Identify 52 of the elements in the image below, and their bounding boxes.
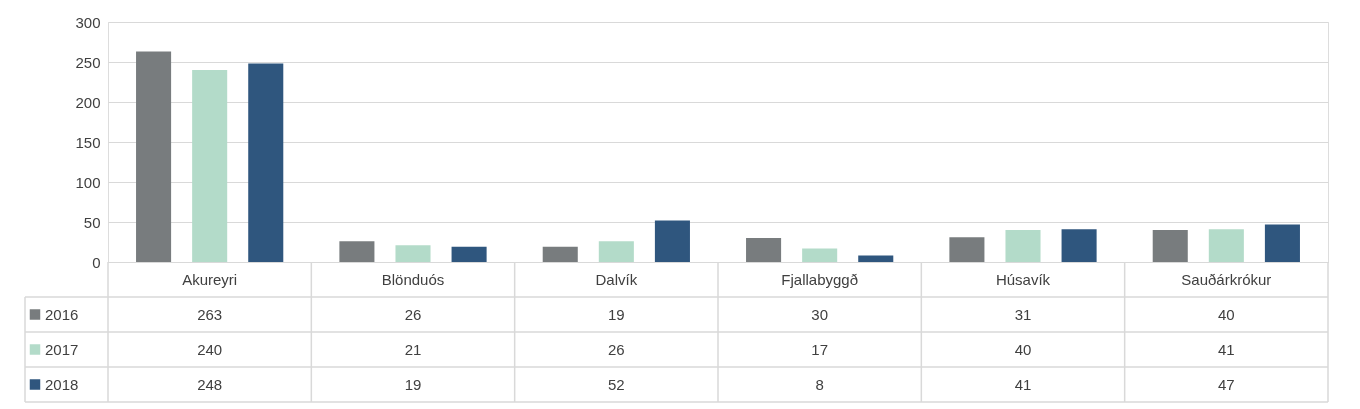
data-label: 52 [607, 375, 625, 393]
bar [1152, 230, 1188, 262]
bar [746, 238, 782, 262]
x-tick-label: Fjallabyggð [781, 270, 859, 288]
x-tick-label: Dalvík [595, 270, 638, 288]
data-label: 19 [404, 375, 422, 393]
legend-label: 2018 [45, 375, 79, 393]
data-label: 240 [197, 340, 223, 358]
legend-label: 2017 [45, 340, 79, 358]
bar [542, 246, 578, 262]
bar [395, 245, 431, 262]
data-label: 30 [811, 305, 829, 323]
bar [248, 63, 284, 262]
bar [802, 248, 838, 262]
data-label: 47 [1217, 375, 1235, 393]
data-label: 41 [1217, 340, 1235, 358]
data-label: 17 [811, 340, 829, 358]
data-label: 41 [1014, 375, 1032, 393]
data-label: 248 [197, 375, 223, 393]
data-label: 26 [404, 305, 422, 323]
data-label: 19 [607, 305, 625, 323]
bar [654, 220, 690, 262]
bar [1061, 229, 1097, 262]
bar [1208, 229, 1244, 262]
data-label: 263 [197, 305, 223, 323]
x-tick-label: Húsavík [995, 270, 1051, 288]
y-tick-label: 100 [75, 173, 101, 191]
y-tick-label: 0 [92, 253, 101, 271]
y-tick-label: 150 [75, 133, 101, 151]
data-label: 31 [1014, 305, 1032, 323]
bar [192, 70, 228, 262]
data-label: 21 [404, 340, 422, 358]
y-tick-label: 300 [75, 13, 101, 31]
bar [598, 241, 634, 262]
legend-label: 2016 [45, 305, 79, 323]
bar [339, 241, 375, 262]
bar [1005, 230, 1041, 262]
bar [858, 255, 894, 262]
bar [949, 237, 985, 262]
data-label: 8 [815, 375, 824, 393]
bar [1264, 224, 1300, 262]
data-label: 40 [1014, 340, 1032, 358]
y-tick-label: 250 [75, 53, 101, 71]
x-tick-label: Blönduós [381, 270, 445, 288]
y-tick-label: 50 [83, 213, 101, 231]
bar [451, 246, 487, 262]
y-tick-label: 200 [75, 93, 101, 111]
data-label: 26 [607, 340, 625, 358]
bar [136, 51, 172, 262]
data-label: 40 [1217, 305, 1235, 323]
x-tick-label: Sauðárkrókur [1181, 270, 1272, 288]
x-tick-label: Akureyri [182, 270, 238, 288]
